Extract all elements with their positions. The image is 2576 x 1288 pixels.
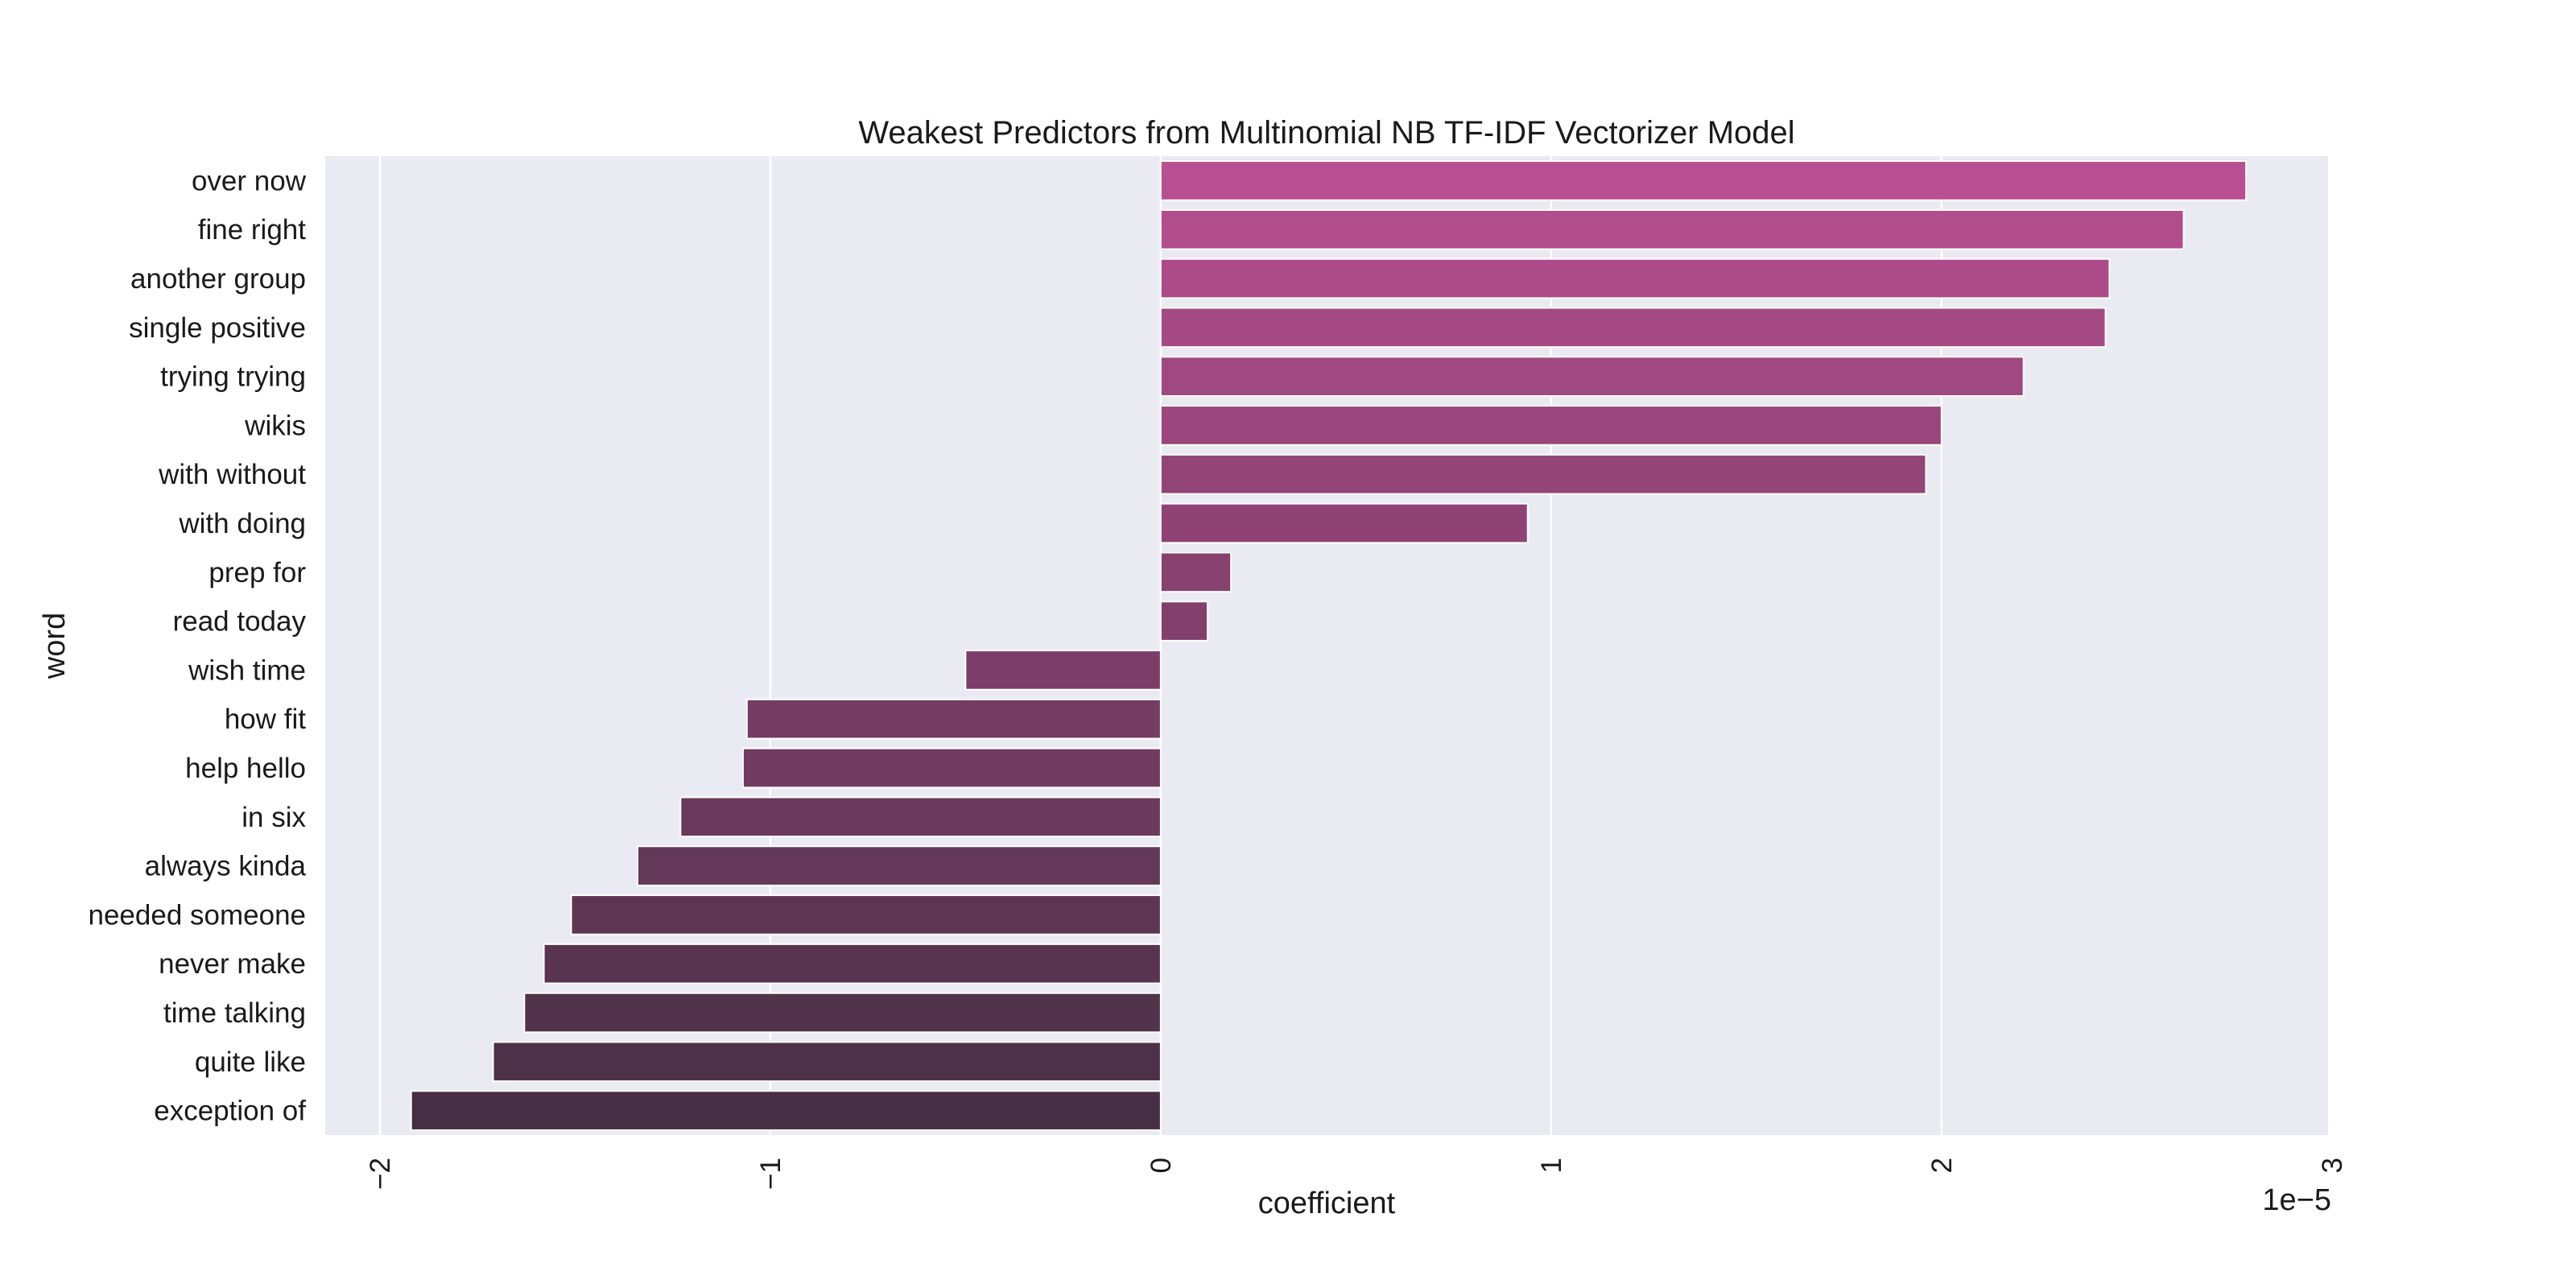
y-tick-label-15: needed someone xyxy=(89,899,307,931)
bar-11 xyxy=(745,698,1162,740)
y-tick-labels: over now fine right another group single po… xyxy=(89,165,307,1126)
x-scale-label: 1e−5 xyxy=(2262,1183,2331,1217)
bar-17 xyxy=(523,992,1162,1034)
y-tick-label-18: quite like xyxy=(195,1046,306,1078)
y-tick-label-1: fine right xyxy=(198,214,307,246)
bars xyxy=(410,160,2248,1131)
bar-7 xyxy=(1159,502,1529,544)
y-tick-label-12: help hello xyxy=(185,753,306,784)
x-tick-label-3: 1 xyxy=(1536,1158,1567,1173)
bar-2 xyxy=(1159,258,2111,299)
y-tick-label-0: over now xyxy=(192,165,307,196)
bar-4 xyxy=(1159,356,2025,397)
bar-18 xyxy=(492,1041,1162,1083)
bar-5 xyxy=(1159,405,1942,446)
x-tick-labels: −2 −1 0 1 2 3 xyxy=(365,1158,2348,1190)
bar-6 xyxy=(1159,453,1927,495)
bar-3 xyxy=(1159,307,2107,349)
y-tick-label-13: in six xyxy=(242,802,306,833)
y-tick-label-5: wikis xyxy=(244,410,306,441)
bar-15 xyxy=(570,894,1162,935)
y-tick-label-17: time talking xyxy=(163,997,306,1029)
x-tick-label-1: −1 xyxy=(755,1158,786,1190)
y-tick-label-6: with without xyxy=(158,459,306,490)
bar-12 xyxy=(741,747,1162,789)
bar-9 xyxy=(1159,601,1209,642)
x-tick-label-5: 3 xyxy=(2317,1158,2348,1173)
bar-13 xyxy=(679,796,1162,838)
bar-10 xyxy=(964,650,1162,691)
bar-19 xyxy=(410,1090,1162,1131)
y-axis-label: word xyxy=(38,613,72,679)
y-tick-label-14: always kinda xyxy=(145,851,307,882)
y-tick-label-2: another group xyxy=(130,263,306,295)
y-tick-label-8: prep for xyxy=(208,557,306,588)
x-axis-label: coefficient xyxy=(1258,1187,1396,1220)
bar-1 xyxy=(1159,208,2185,250)
x-tick-label-4: 2 xyxy=(1926,1158,1958,1173)
y-tick-label-4: trying trying xyxy=(160,361,306,393)
y-tick-label-11: how fit xyxy=(225,704,306,735)
bar-16 xyxy=(543,943,1162,985)
bar-14 xyxy=(636,845,1162,886)
bar-0 xyxy=(1159,160,2248,201)
plot-area xyxy=(325,156,2328,1135)
x-tick-label-2: 0 xyxy=(1146,1158,1177,1173)
bar-8 xyxy=(1159,551,1232,593)
y-tick-label-19: exception of xyxy=(154,1096,306,1127)
y-tick-label-7: with doing xyxy=(178,508,306,539)
y-tick-label-16: never make xyxy=(159,948,306,980)
y-tick-label-3: single positive xyxy=(129,312,306,344)
x-tick-label-0: −2 xyxy=(365,1158,396,1190)
y-tick-label-9: read today xyxy=(173,606,307,638)
y-tick-label-10: wish time xyxy=(188,654,306,686)
chart-title: Weakest Predictors from Multinomial NB T… xyxy=(858,115,1794,151)
